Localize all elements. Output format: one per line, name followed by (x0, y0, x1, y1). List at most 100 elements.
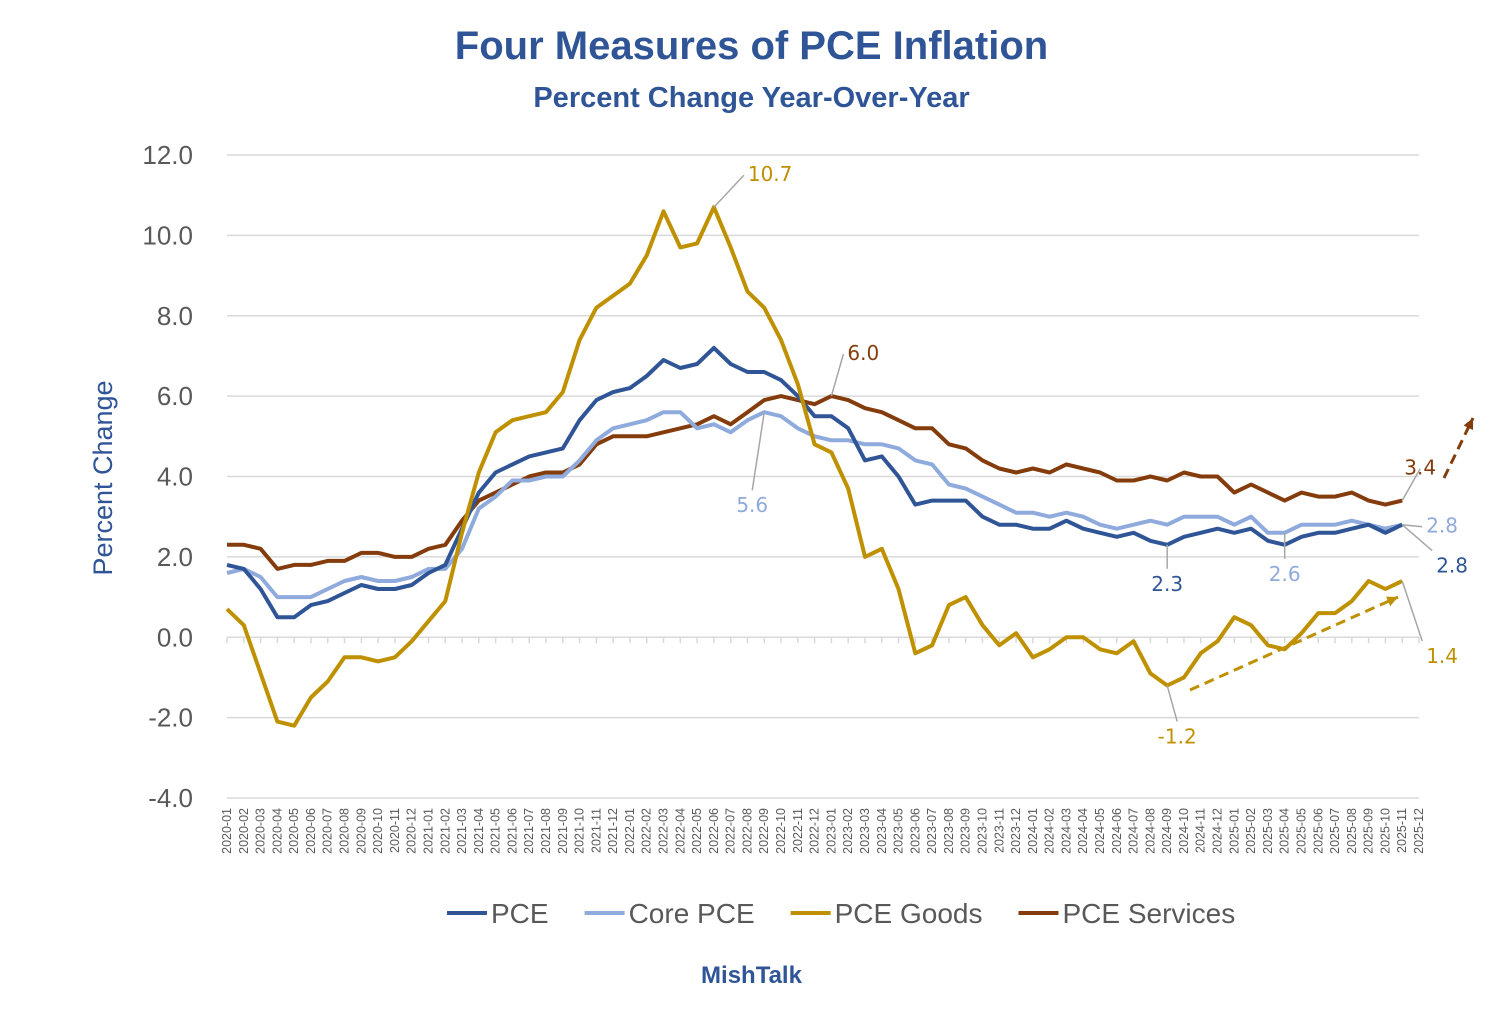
annotation-leader (1402, 523, 1423, 528)
x-tick-label: 2023-09 (959, 808, 973, 854)
data-label: 2.8 (1426, 514, 1458, 538)
x-tick-label: 2022-08 (740, 808, 754, 854)
y-tick-label: 0.0 (157, 622, 193, 652)
series-line-pce-services (227, 394, 1403, 571)
legend-entry: Core PCE (629, 898, 755, 929)
annotation-leader (751, 412, 765, 491)
y-tick-label: -2.0 (148, 703, 193, 733)
x-tick-label: 2022-07 (724, 808, 738, 854)
x-tick-label: 2025-02 (1244, 808, 1258, 854)
x-tick-label: 2024-12 (1211, 808, 1225, 854)
data-label: 2.8 (1436, 554, 1468, 578)
x-tick-label: 2025-11 (1395, 808, 1409, 853)
goods-trend-arrow-head (1386, 596, 1398, 607)
data-label: 10.7 (748, 162, 793, 186)
data-label: 2.6 (1269, 562, 1301, 586)
x-tick-label: 2025-07 (1328, 808, 1342, 854)
data-label: 2.3 (1151, 572, 1183, 596)
x-tick-label: 2025-04 (1278, 808, 1292, 854)
x-tick-label: 2023-12 (1009, 808, 1023, 854)
x-tick-label: 2021-12 (606, 808, 620, 854)
legend-entry: PCE (491, 898, 549, 929)
x-tick-label: 2024-09 (1160, 808, 1174, 854)
x-tick-label: 2025-09 (1362, 808, 1376, 854)
y-axis-label: Percent Change (88, 380, 118, 575)
y-tick-label: 12.0 (142, 140, 193, 170)
x-tick-label: 2023-04 (875, 808, 889, 854)
x-tick-label: 2021-01 (421, 808, 435, 854)
x-tick-label: 2020-09 (354, 808, 368, 854)
annotation-leader (1401, 580, 1423, 642)
y-tick-label: 6.0 (157, 381, 193, 411)
x-tick-label: 2022-04 (673, 808, 687, 854)
x-tick-label: 2025-10 (1378, 808, 1392, 854)
x-tick-label: 2020-05 (287, 808, 301, 854)
x-tick-label: 2023-05 (892, 808, 906, 854)
x-tick-label: 2022-02 (640, 808, 654, 854)
x-tick-label: 2024-08 (1143, 808, 1157, 854)
x-tick-label: 2022-06 (707, 808, 721, 854)
x-tick-label: 2021-05 (489, 808, 503, 854)
y-tick-label: 4.0 (157, 462, 193, 492)
x-tick-label: 2023-01 (824, 808, 838, 854)
x-tick-label: 2024-03 (1059, 808, 1073, 854)
x-tick-label: 2024-10 (1177, 808, 1191, 854)
data-label: -1.2 (1158, 724, 1197, 748)
x-tick-label: 2022-09 (757, 808, 771, 854)
y-tick-label: 8.0 (157, 301, 193, 331)
x-tick-label: 2025-03 (1261, 808, 1275, 854)
x-tick-label: 2021-10 (573, 808, 587, 854)
x-tick-label: 2025-01 (1227, 808, 1241, 854)
x-tick-label: 2024-11 (1194, 808, 1208, 853)
y-tick-label: 2.0 (157, 542, 193, 572)
annotation-leader (1166, 685, 1178, 722)
x-tick-label: 2025-12 (1412, 808, 1426, 854)
x-tick-label: 2023-03 (858, 808, 872, 854)
x-tick-label: 2021-11 (589, 808, 603, 853)
goods-trend-arrow (1189, 595, 1399, 692)
x-tick-label: 2023-08 (942, 808, 956, 854)
x-tick-label: 2022-03 (657, 808, 671, 854)
x-tick-label: 2020-11 (388, 808, 402, 853)
series-line-core-pce (226, 410, 1403, 600)
x-tick-label: 2024-04 (1076, 808, 1090, 854)
data-label: 6.0 (847, 341, 879, 365)
x-tick-label: 2020-12 (405, 808, 419, 854)
x-tick-label: 2020-04 (270, 808, 284, 854)
series-line-pce-goods (225, 205, 1404, 728)
annotation-leader (1401, 468, 1421, 501)
legend-entry: PCE Services (1062, 898, 1235, 929)
y-tick-label: -4.0 (148, 783, 193, 813)
chart-subtitle: Percent Change Year-Over-Year (533, 82, 970, 114)
x-tick-label: 2021-02 (438, 808, 452, 854)
x-tick-label: 2023-07 (925, 808, 939, 854)
x-tick-label: 2020-07 (321, 808, 335, 854)
data-label: 1.4 (1426, 644, 1458, 668)
x-tick-label: 2025-08 (1345, 808, 1359, 854)
y-tick-label: 10.0 (142, 220, 193, 250)
x-tick-label: 2022-05 (690, 808, 704, 854)
x-tick-label: 2020-03 (254, 808, 268, 854)
x-tick-label: 2022-01 (623, 808, 637, 854)
x-tick-label: 2021-08 (539, 808, 553, 854)
chart-title: Four Measures of PCE Inflation (454, 24, 1049, 68)
x-tick-label: 2022-12 (808, 808, 822, 854)
annotation-leader (830, 353, 845, 397)
data-label: 5.6 (736, 493, 768, 517)
x-tick-label: 2023-11 (992, 808, 1006, 853)
series-line-pce (226, 345, 1404, 620)
annotation-leader (713, 174, 745, 208)
x-tick-label: 2024-06 (1110, 808, 1124, 854)
legend-entry: PCE Goods (835, 898, 983, 929)
x-tick-label: 2022-10 (774, 808, 788, 854)
x-tick-label: 2020-02 (237, 808, 251, 854)
x-tick-label: 2024-01 (1026, 808, 1040, 854)
x-tick-label: 2020-01 (220, 808, 234, 854)
x-tick-label: 2023-06 (908, 808, 922, 854)
x-tick-label: 2022-11 (791, 808, 805, 853)
x-tick-label: 2023-10 (975, 808, 989, 854)
data-label: 3.4 (1404, 456, 1436, 480)
x-tick-label: 2024-05 (1093, 808, 1107, 854)
x-tick-label: 2021-03 (455, 808, 469, 854)
